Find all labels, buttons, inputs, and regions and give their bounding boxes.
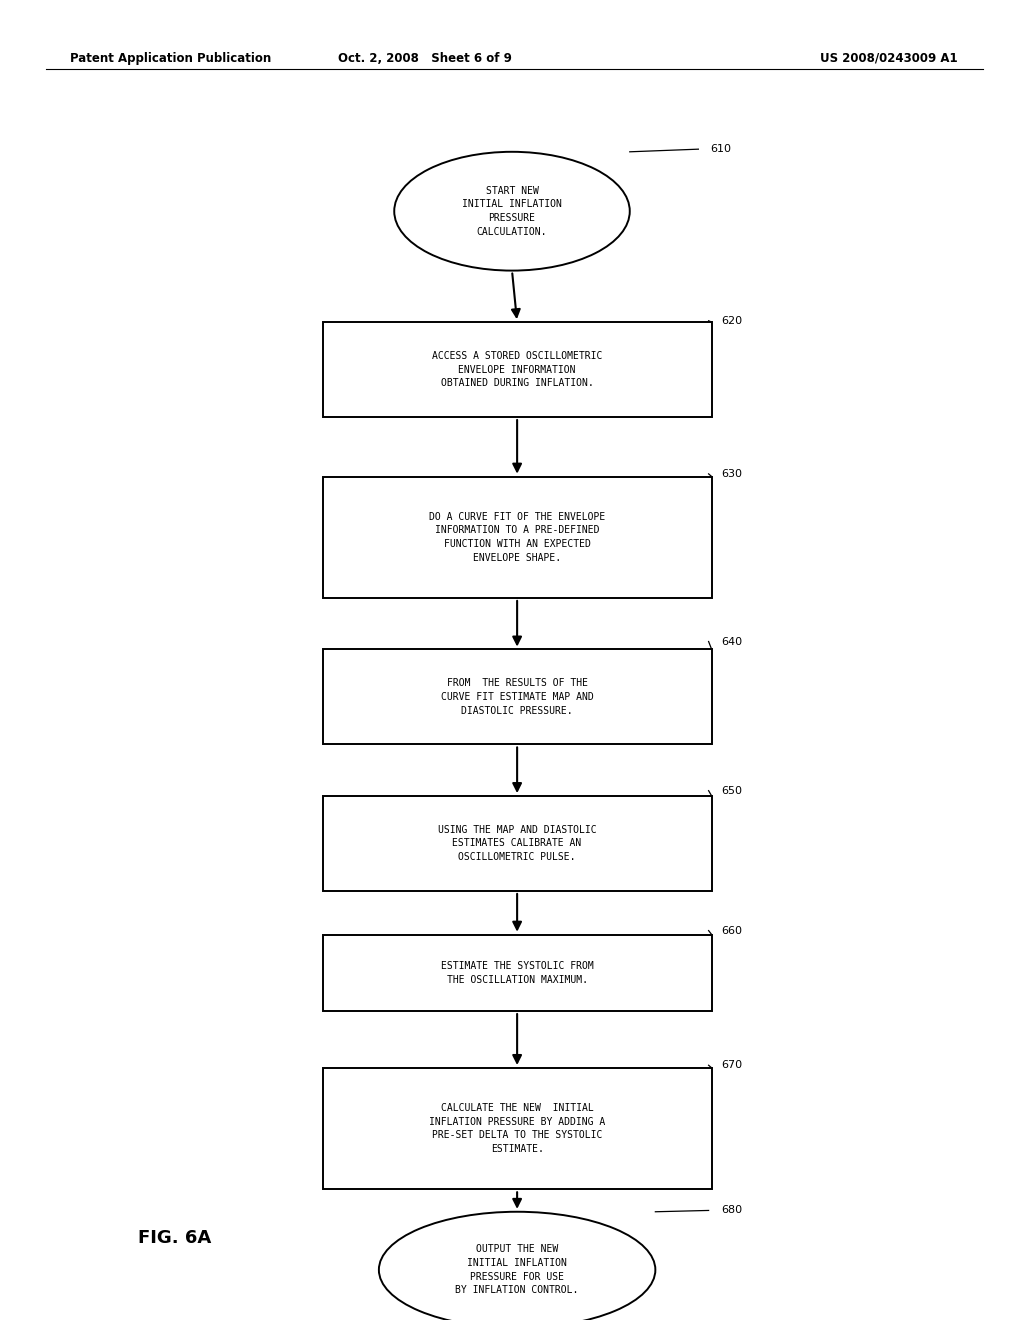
- FancyBboxPatch shape: [323, 796, 712, 891]
- Text: DO A CURVE FIT OF THE ENVELOPE
INFORMATION TO A PRE-DEFINED
FUNCTION WITH AN EXP: DO A CURVE FIT OF THE ENVELOPE INFORMATI…: [429, 512, 605, 562]
- Text: US 2008/0243009 A1: US 2008/0243009 A1: [820, 51, 957, 65]
- Text: Oct. 2, 2008   Sheet 6 of 9: Oct. 2, 2008 Sheet 6 of 9: [338, 51, 512, 65]
- Ellipse shape: [394, 152, 630, 271]
- Text: ACCESS A STORED OSCILLOMETRIC
ENVELOPE INFORMATION
OBTAINED DURING INFLATION.: ACCESS A STORED OSCILLOMETRIC ENVELOPE I…: [432, 351, 602, 388]
- Text: 670: 670: [721, 1060, 742, 1071]
- FancyBboxPatch shape: [323, 477, 712, 598]
- Text: 640: 640: [721, 636, 742, 647]
- FancyBboxPatch shape: [323, 322, 712, 417]
- Text: 650: 650: [721, 785, 742, 796]
- Text: START NEW
INITIAL INFLATION
PRESSURE
CALCULATION.: START NEW INITIAL INFLATION PRESSURE CAL…: [462, 186, 562, 236]
- Text: FIG. 6A: FIG. 6A: [138, 1229, 212, 1247]
- Text: FROM  THE RESULTS OF THE
CURVE FIT ESTIMATE MAP AND
DIASTOLIC PRESSURE.: FROM THE RESULTS OF THE CURVE FIT ESTIMA…: [440, 678, 594, 715]
- Text: Patent Application Publication: Patent Application Publication: [70, 51, 271, 65]
- Text: OUTPUT THE NEW
INITIAL INFLATION
PRESSURE FOR USE
BY INFLATION CONTROL.: OUTPUT THE NEW INITIAL INFLATION PRESSUR…: [456, 1245, 579, 1295]
- Text: CALCULATE THE NEW  INITIAL
INFLATION PRESSURE BY ADDING A
PRE-SET DELTA TO THE S: CALCULATE THE NEW INITIAL INFLATION PRES…: [429, 1104, 605, 1154]
- Ellipse shape: [379, 1212, 655, 1320]
- Text: ESTIMATE THE SYSTOLIC FROM
THE OSCILLATION MAXIMUM.: ESTIMATE THE SYSTOLIC FROM THE OSCILLATI…: [440, 961, 594, 985]
- Text: 630: 630: [721, 469, 742, 479]
- FancyBboxPatch shape: [323, 649, 712, 744]
- Text: USING THE MAP AND DIASTOLIC
ESTIMATES CALIBRATE AN
OSCILLOMETRIC PULSE.: USING THE MAP AND DIASTOLIC ESTIMATES CA…: [438, 825, 596, 862]
- FancyBboxPatch shape: [323, 935, 712, 1011]
- Text: 660: 660: [721, 925, 742, 936]
- Text: 620: 620: [721, 315, 742, 326]
- FancyBboxPatch shape: [323, 1068, 712, 1189]
- Text: 610: 610: [711, 144, 732, 154]
- Text: 680: 680: [721, 1205, 742, 1216]
